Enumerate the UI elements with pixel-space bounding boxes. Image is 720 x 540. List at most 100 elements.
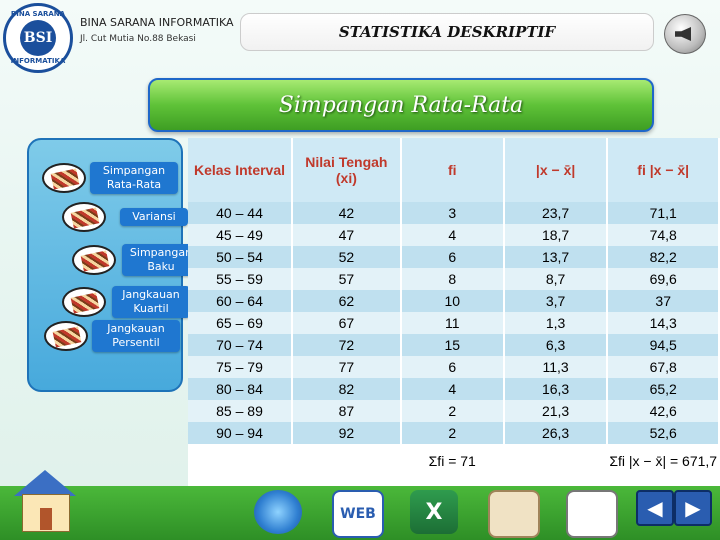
table-header-row: Kelas Interval Nilai Tengah (xi) fi |x −…: [188, 138, 720, 202]
table-row: 55 – 59 57 8 8,7 69,6: [188, 268, 720, 290]
cell-kelas-interval: 75 – 79: [188, 356, 294, 378]
cell-abs-deviation: 6,3: [503, 334, 609, 356]
cell-fi: 2: [400, 422, 505, 444]
cell-abs-deviation: 13,7: [503, 246, 609, 268]
cell-abs-deviation: 8,7: [503, 268, 609, 290]
cell-kelas-interval: 55 – 59: [188, 268, 294, 290]
table-row: 85 – 89 87 2 21,3 42,6: [188, 400, 720, 422]
cell-kelas-interval: 60 – 64: [188, 290, 294, 312]
cell-nilai-tengah: 52: [292, 246, 402, 268]
cell-abs-deviation: 26,3: [503, 422, 609, 444]
cell-abs-deviation: 3,7: [503, 290, 609, 312]
nav-label[interactable]: Simpangan Baku: [122, 244, 200, 276]
topic-icon: [62, 202, 106, 232]
cell-fi: 10: [400, 290, 505, 312]
bsi-logo: BINA SARANA BSI INFORMATIKA: [3, 3, 73, 73]
topic-icon: [44, 321, 88, 351]
cell-kelas-interval: 70 – 74: [188, 334, 294, 356]
cell-fi-abs-deviation: 65,2: [607, 378, 720, 400]
nav-item-variansi[interactable]: Variansi: [62, 202, 188, 232]
cell-abs-deviation: 1,3: [503, 312, 609, 334]
table-row: 65 – 69 67 11 1,3 14,3: [188, 312, 720, 334]
cell-fi-abs-deviation: 14,3: [607, 312, 720, 334]
cell-fi: 15: [400, 334, 505, 356]
cell-fi-abs-deviation: 94,5: [607, 334, 720, 356]
sofa-icon[interactable]: [488, 490, 540, 538]
cell-fi: 4: [400, 224, 505, 246]
nav-label[interactable]: Jangkauan Persentil: [92, 320, 180, 352]
cell-abs-deviation: 18,7: [503, 224, 609, 246]
speaker-icon[interactable]: [664, 14, 706, 54]
cell-kelas-interval: 45 – 49: [188, 224, 294, 246]
nav-label[interactable]: Simpangan Rata-Rata: [90, 162, 178, 194]
logo-ring-top: BINA SARANA: [10, 10, 66, 18]
topic-icon: [42, 163, 86, 193]
table-row: 45 – 49 47 4 18,7 74,8: [188, 224, 720, 246]
nav-item-jangkauan-kuartil[interactable]: Jangkauan Kuartil: [62, 286, 190, 318]
cell-abs-deviation: 11,3: [503, 356, 609, 378]
web-icon[interactable]: WEB: [332, 490, 384, 538]
cell-kelas-interval: 85 – 89: [188, 400, 294, 422]
section-banner: Simpangan Rata-Rata: [148, 78, 654, 132]
cell-fi: 2: [400, 400, 505, 422]
sum-fi: Σfi = 71: [400, 444, 504, 478]
cell-nilai-tengah: 77: [292, 356, 402, 378]
nav-item-simpangan-rata-rata[interactable]: Simpangan Rata-Rata: [42, 162, 178, 194]
nav-item-jangkauan-persentil[interactable]: Jangkauan Persentil: [44, 320, 180, 352]
table-footer-row: Σfi = 71 Σfi |x − x̄| = 671,7: [188, 444, 719, 478]
next-arrow-icon[interactable]: ▶: [674, 490, 712, 526]
topic-icon: [72, 245, 116, 275]
home-icon[interactable]: [14, 470, 76, 534]
page-title: STATISTIKA DESKRIPTIF: [240, 13, 654, 51]
cell-kelas-interval: 40 – 44: [188, 202, 294, 224]
cell-fi-abs-deviation: 42,6: [607, 400, 720, 422]
nav-label[interactable]: Jangkauan Kuartil: [112, 286, 190, 318]
cell-abs-deviation: 16,3: [503, 378, 609, 400]
cell-nilai-tengah: 67: [292, 312, 402, 334]
table-row: 75 – 79 77 6 11,3 67,8: [188, 356, 720, 378]
col-nilai-tengah: Nilai Tengah (xi): [292, 138, 402, 202]
people-icon[interactable]: [254, 490, 302, 534]
cell-fi: 8: [400, 268, 505, 290]
cell-fi: 3: [400, 202, 505, 224]
cell-fi-abs-deviation: 52,6: [607, 422, 720, 444]
cell-fi-abs-deviation: 37: [607, 290, 720, 312]
prev-arrow-icon[interactable]: ◀: [636, 490, 674, 526]
logo-ring-bottom: INFORMATIKA: [10, 57, 66, 65]
cell-nilai-tengah: 57: [292, 268, 402, 290]
frequency-table: Kelas Interval Nilai Tengah (xi) fi |x −…: [188, 138, 720, 486]
col-fi-abs-deviation: fi |x − x̄|: [607, 138, 720, 202]
col-abs-deviation: |x − x̄|: [503, 138, 609, 202]
table-row: 60 – 64 62 10 3,7 37: [188, 290, 720, 312]
nav-label[interactable]: Variansi: [120, 208, 188, 226]
cell-fi: 6: [400, 356, 505, 378]
logo-text: BSI: [20, 20, 56, 56]
nav-item-simpangan-baku[interactable]: Simpangan Baku: [72, 244, 200, 276]
cell-fi-abs-deviation: 82,2: [607, 246, 720, 268]
cell-fi-abs-deviation: 67,8: [607, 356, 720, 378]
cell-nilai-tengah: 62: [292, 290, 402, 312]
excel-icon[interactable]: X: [410, 490, 458, 534]
table-row: 80 – 84 82 4 16,3 65,2: [188, 378, 720, 400]
sum-fi-abs-deviation: Σfi |x − x̄| = 671,7: [607, 444, 719, 478]
cell-kelas-interval: 50 – 54: [188, 246, 294, 268]
col-fi: fi: [400, 138, 505, 202]
notepad-icon[interactable]: [566, 490, 618, 538]
cell-nilai-tengah: 72: [292, 334, 402, 356]
cell-fi: 11: [400, 312, 505, 334]
org-address: Jl. Cut Mutia No.88 Bekasi: [80, 34, 196, 44]
col-kelas-interval: Kelas Interval: [188, 138, 294, 202]
table-row: 40 – 44 42 3 23,7 71,1: [188, 202, 720, 224]
cell-fi: 4: [400, 378, 505, 400]
cell-abs-deviation: 23,7: [503, 202, 609, 224]
cell-kelas-interval: 90 – 94: [188, 422, 294, 444]
cell-kelas-interval: 80 – 84: [188, 378, 294, 400]
table-row: 70 – 74 72 15 6,3 94,5: [188, 334, 720, 356]
cell-fi: 6: [400, 246, 505, 268]
cell-nilai-tengah: 47: [292, 224, 402, 246]
cell-nilai-tengah: 42: [292, 202, 402, 224]
cell-abs-deviation: 21,3: [503, 400, 609, 422]
table-row: 90 – 94 92 2 26,3 52,6: [188, 422, 720, 444]
cell-nilai-tengah: 82: [292, 378, 402, 400]
cell-kelas-interval: 65 – 69: [188, 312, 294, 334]
